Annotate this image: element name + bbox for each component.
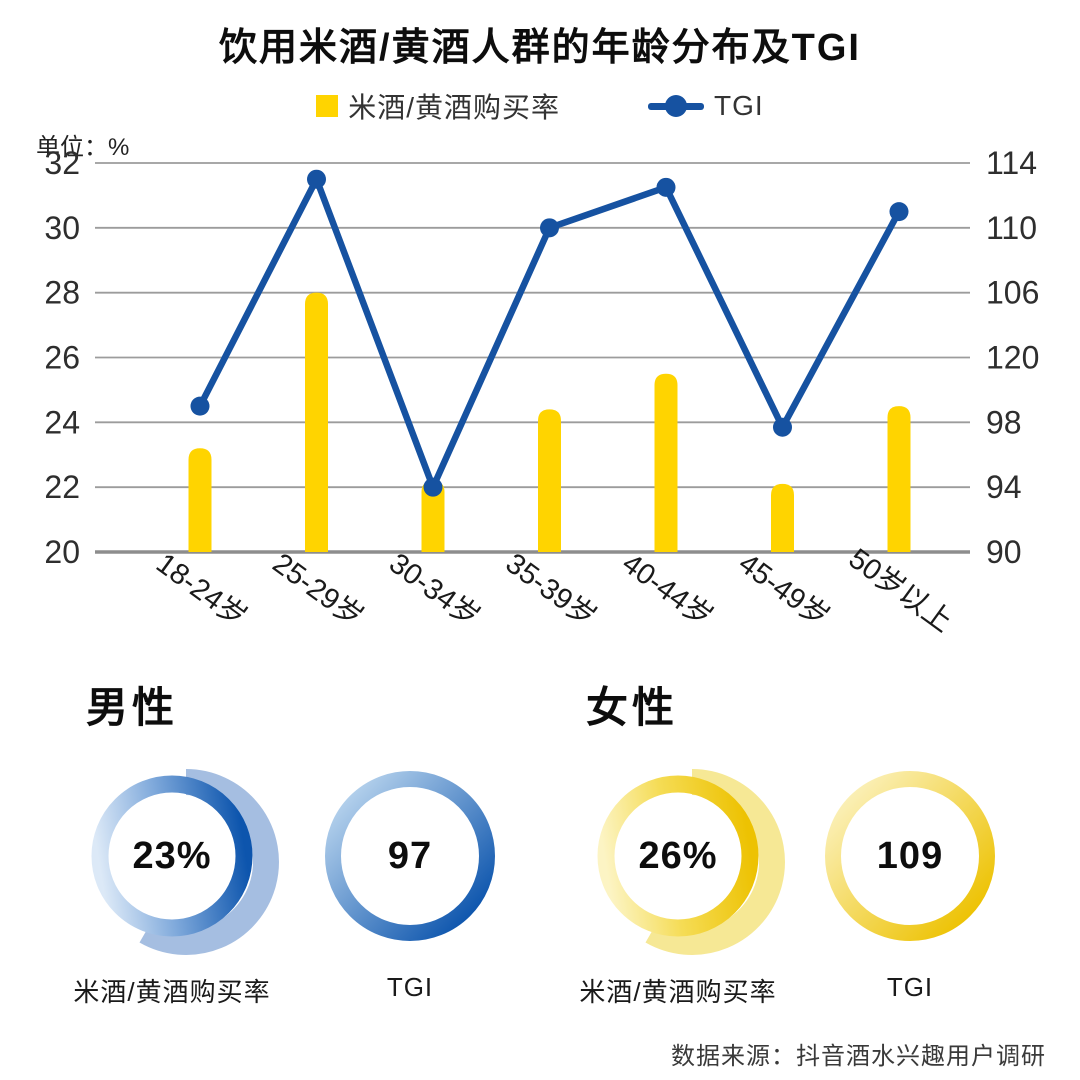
line-point [540, 218, 559, 238]
line-point [423, 477, 443, 497]
page-title: 饮用米酒/黄酒人群的年龄分布及TGI [219, 27, 861, 69]
bar [887, 406, 911, 552]
female-tgi-label: TGI [886, 972, 934, 1002]
svg-text:28: 28 [44, 275, 80, 311]
gridlines [95, 162, 970, 554]
axis-unit-label: 单位：% [36, 134, 130, 161]
line-point [190, 396, 210, 416]
bar [188, 448, 212, 552]
female-tgi-donut-icon [825, 771, 995, 941]
svg-text:22: 22 [44, 469, 80, 505]
female-purchase-value: 26% [638, 834, 718, 877]
line-series-marker-icon [648, 95, 705, 117]
svg-text:20: 20 [44, 534, 80, 570]
female-purchase-label: 米酒/黄酒购买率 [579, 977, 777, 1007]
bar [538, 409, 561, 552]
svg-text:30: 30 [44, 210, 80, 246]
svg-text:90: 90 [986, 534, 1022, 570]
bar [421, 480, 445, 552]
age-distribution-chart: 32 30 28 26 24 22 20 114 110 106 120 98 94 90 18-24岁 25… [44, 145, 1039, 639]
female-purchase-donut: 26% [578, 756, 785, 956]
bar [771, 483, 794, 552]
male-tgi-donut-icon [325, 771, 495, 941]
right-axis-ticks: 114 110 106 120 98 94 90 [986, 145, 1039, 570]
x-axis-label: 30-34岁 [383, 547, 486, 634]
male-purchase-value: 23% [132, 834, 212, 877]
svg-text:26: 26 [44, 340, 80, 376]
line-series-dot-icon [665, 95, 688, 117]
x-axis-label: 35-39岁 [500, 547, 603, 634]
female-tgi-value: 109 [876, 834, 944, 877]
female-tgi-donut-card: 109 TGI [770, 756, 1050, 1003]
data-source-note: 数据来源：抖音酒水兴趣用户调研 [671, 1043, 1046, 1070]
bar [654, 373, 678, 552]
line-point [889, 202, 909, 222]
male-tgi-donut: 97 [310, 756, 510, 956]
male-tgi-donut-card: 97 TGI [270, 756, 550, 1003]
x-axis-label: 40-44岁 [616, 547, 719, 634]
line-point [656, 177, 676, 197]
svg-text:120: 120 [986, 340, 1039, 376]
left-axis-ticks: 32 30 28 26 24 22 20 [44, 145, 80, 570]
tgi-line-series [190, 169, 909, 497]
male-tgi-value: 97 [387, 834, 433, 877]
x-axis-labels: 18-24岁 25-29岁 30-34岁 35-39岁 40-44岁 45-49岁 50岁以… [150, 542, 958, 639]
male-purchase-label: 米酒/黄酒购买率 [73, 977, 271, 1007]
svg-text:98: 98 [986, 404, 1022, 440]
legend-item-tgi: TGI [648, 90, 764, 122]
x-axis-label: 45-49岁 [733, 547, 836, 634]
bar [305, 292, 328, 552]
line-point [307, 169, 326, 189]
male-purchase-donut-card: 23% 米酒/黄酒购买率 [32, 756, 312, 1009]
legend-item-purchase-rate: 米酒/黄酒购买率 [316, 86, 560, 126]
x-axis-label: 25-29岁 [267, 547, 370, 634]
x-axis-label: 50岁以上 [843, 542, 959, 639]
female-tgi-donut: 109 [810, 756, 1010, 956]
female-purchase-donut-icon [597, 769, 785, 955]
svg-text:32: 32 [44, 145, 80, 181]
svg-text:110: 110 [986, 210, 1037, 246]
female-purchase-donut-card: 26% 米酒/黄酒购买率 [538, 756, 818, 1009]
svg-text:114: 114 [986, 145, 1037, 181]
bar-series [188, 292, 911, 552]
male-tgi-label: TGI [386, 972, 434, 1002]
svg-text:94: 94 [986, 469, 1022, 505]
svg-text:106: 106 [986, 275, 1039, 311]
x-axis-label: 18-24岁 [150, 547, 253, 634]
section-title-male: 男性 [86, 684, 179, 731]
male-purchase-donut-icon [91, 769, 279, 955]
line-point [773, 417, 792, 437]
svg-text:24: 24 [44, 404, 80, 440]
legend-label-tgi: TGI [714, 90, 764, 121]
legend-label-purchase-rate: 米酒/黄酒购买率 [348, 92, 561, 123]
bar-series-swatch-icon [316, 95, 339, 117]
section-title-female: 女性 [586, 684, 679, 731]
male-purchase-donut: 23% [72, 756, 279, 956]
chart-legend: 米酒/黄酒购买率 TGI [0, 86, 1080, 126]
